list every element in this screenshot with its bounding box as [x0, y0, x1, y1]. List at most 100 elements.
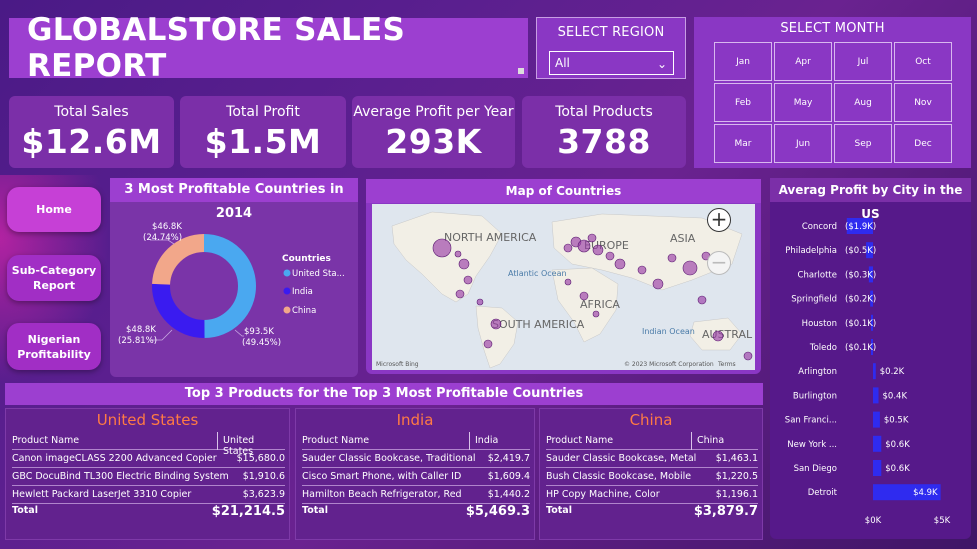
map-bubble[interactable] — [712, 330, 724, 342]
table-row[interactable]: Bush Classic Bookcase, Mobile $1,220.5 — [546, 468, 758, 486]
products-panel-united-states: United States Product Name United States… — [5, 408, 290, 540]
map-canvas: NORTH AMERICA EUROPE ASIA SOUTH AMERICA … — [376, 211, 753, 369]
map-bubble[interactable] — [476, 298, 484, 306]
donut-slice-china[interactable] — [152, 234, 256, 338]
kpi-value: $1.5M — [204, 122, 322, 161]
month-button[interactable]: Dec — [894, 124, 952, 163]
legend-item[interactable]: United Sta... — [292, 269, 345, 279]
city-category-label: Arlington — [798, 367, 837, 377]
table-row[interactable]: Sauder Classic Bookcase, Traditional $2,… — [302, 450, 530, 468]
world-map[interactable]: NORTH AMERICA EUROPE ASIA SOUTH AMERICA … — [372, 204, 755, 370]
nav-subcategory-button[interactable]: Sub-Category Report — [7, 255, 101, 301]
month-button[interactable]: Jun — [774, 124, 832, 163]
month-button[interactable]: Aug — [834, 83, 892, 122]
month-button[interactable]: Nov — [894, 83, 952, 122]
table-row[interactable]: Canon imageCLASS 2200 Advanced Copier $1… — [12, 450, 285, 468]
city-value-label: $0.4K — [883, 391, 908, 401]
city-bar[interactable] — [868, 266, 873, 283]
total-label: Total — [12, 505, 38, 516]
map-bubble[interactable] — [432, 238, 452, 258]
kpi-value: 3788 — [557, 122, 651, 161]
products-panel-title: China — [629, 411, 673, 429]
city-bar[interactable] — [873, 484, 941, 501]
table-row[interactable]: HP Copy Machine, Color $1,196.1 — [546, 486, 758, 504]
map-bubble[interactable] — [458, 258, 470, 270]
resize-handle[interactable] — [518, 68, 524, 74]
donut-label-china-pct: (24.74%) — [143, 233, 182, 243]
month-button[interactable]: May — [774, 83, 832, 122]
month-button[interactable]: Apr — [774, 42, 832, 81]
map-bubble[interactable] — [563, 243, 573, 253]
column-header-product[interactable]: Product Name — [546, 435, 614, 446]
month-button[interactable]: Feb — [714, 83, 772, 122]
city-bar[interactable] — [873, 411, 880, 428]
nav-home-button[interactable]: Home — [7, 187, 101, 232]
city-bar[interactable] — [870, 290, 873, 307]
month-slicer: SELECT MONTH Jan Apr Jul Oct Feb May Aug… — [694, 17, 971, 168]
city-value-label: ($0.1K) — [845, 319, 876, 329]
map-bubble[interactable] — [455, 289, 465, 299]
table-total-row: Total $3,879.7 — [546, 504, 758, 522]
column-header-product[interactable]: Product Name — [302, 435, 370, 446]
city-bar[interactable] — [873, 387, 879, 404]
product-name: HP Copy Machine, Color — [546, 489, 660, 500]
zoom-in-icon[interactable]: + — [707, 208, 731, 232]
nav-nigerian-button[interactable]: Nigerian Profitability — [7, 323, 101, 370]
city-category-label: New York ... — [787, 440, 837, 450]
donut-slice-india[interactable] — [152, 234, 256, 338]
product-name: Hewlett Packard LaserJet 3310 Copier — [12, 489, 192, 500]
column-header-country[interactable]: India — [475, 435, 499, 446]
map-bubble[interactable] — [490, 318, 502, 330]
products-table: Product Name United States Canon imageCL… — [12, 432, 285, 522]
month-button[interactable]: Jan — [714, 42, 772, 81]
map-bubble[interactable] — [564, 278, 572, 286]
map-bubble[interactable] — [652, 278, 664, 290]
map-bubble[interactable] — [483, 339, 493, 349]
column-header-country[interactable]: China — [697, 435, 725, 446]
city-bar[interactable] — [871, 339, 873, 355]
map-terms-link[interactable]: Terms — [717, 361, 736, 368]
map-copyright: © 2023 Microsoft Corporation — [624, 361, 714, 368]
map-bubble[interactable] — [592, 244, 604, 256]
chevron-down-icon[interactable]: ⌄ — [656, 57, 667, 71]
city-value-label: $0.6K — [885, 464, 910, 474]
table-row[interactable]: Hewlett Packard LaserJet 3310 Copier $3,… — [12, 486, 285, 504]
total-value: $21,214.5 — [211, 504, 285, 519]
table-row[interactable]: Sauder Classic Bookcase, Metal $1,463.1 — [546, 450, 758, 468]
column-header-product[interactable]: Product Name — [12, 435, 80, 446]
map-bubble[interactable] — [592, 310, 600, 318]
legend-item[interactable]: India — [292, 287, 313, 297]
table-row[interactable]: Hamilton Beach Refrigerator, Red $1,440.… — [302, 486, 530, 504]
city-bar[interactable] — [873, 363, 876, 380]
map-bubble[interactable] — [637, 265, 647, 275]
city-bar[interactable] — [873, 435, 882, 452]
table-row[interactable]: GBC DocuBind TL300 Electric Binding Syst… — [12, 468, 285, 486]
map-bubble[interactable] — [614, 258, 626, 270]
legend-item[interactable]: China — [292, 306, 316, 316]
city-bar[interactable] — [846, 218, 873, 234]
city-bar[interactable] — [871, 314, 873, 331]
map-bubble[interactable] — [697, 295, 707, 305]
map-bubble[interactable] — [682, 260, 698, 276]
column-header-country[interactable]: United States — [223, 435, 255, 457]
city-bar[interactable] — [866, 242, 873, 259]
map-bubble[interactable] — [605, 251, 615, 261]
zoom-out-icon[interactable]: − — [707, 251, 731, 275]
month-button[interactable]: Mar — [714, 124, 772, 163]
month-button[interactable]: Oct — [894, 42, 952, 81]
region-dropdown[interactable]: All ⌄ — [549, 51, 674, 75]
map-bubble[interactable] — [577, 239, 591, 253]
table-row[interactable]: Cisco Smart Phone, with Caller ID $1,609… — [302, 468, 530, 486]
month-button[interactable]: Sep — [834, 124, 892, 163]
map-bubble[interactable] — [463, 275, 473, 285]
map-bubble[interactable] — [667, 253, 677, 263]
map-bubble[interactable] — [579, 291, 589, 301]
month-button[interactable]: Jul — [834, 42, 892, 81]
city-bar[interactable] — [873, 460, 882, 476]
map-bubble[interactable] — [743, 351, 753, 361]
legend-swatch — [283, 306, 291, 314]
map-bubble[interactable] — [587, 233, 597, 243]
x-tick-label: $0K — [865, 516, 882, 526]
kpi-card-avg-profit: Average Profit per Year 293K — [352, 96, 515, 168]
map-bubble[interactable] — [454, 250, 462, 258]
